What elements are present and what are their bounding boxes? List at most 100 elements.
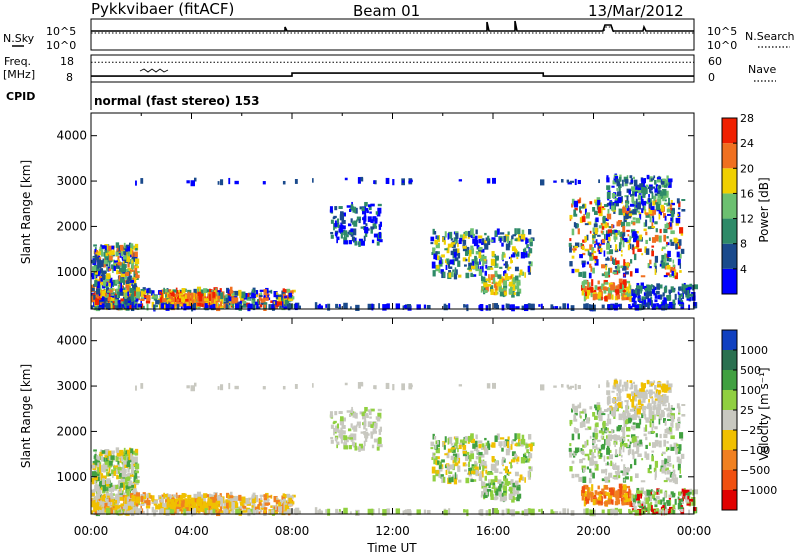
power-cell bbox=[631, 303, 634, 306]
power-cell bbox=[681, 304, 684, 308]
velocity-cell bbox=[95, 503, 100, 511]
power-cell bbox=[370, 226, 373, 234]
velocity-cell bbox=[622, 470, 627, 476]
power-cell bbox=[587, 286, 592, 290]
power-cell bbox=[589, 256, 593, 261]
power-cell bbox=[501, 288, 505, 292]
power-cell bbox=[481, 265, 484, 273]
power-cell bbox=[179, 293, 184, 297]
power-cell bbox=[627, 265, 629, 268]
velocity-cell bbox=[109, 502, 113, 506]
velocity-cell bbox=[525, 458, 527, 461]
velocity-cell bbox=[450, 455, 456, 461]
velocity-cell bbox=[648, 413, 653, 419]
power-cell bbox=[663, 213, 666, 218]
power-cell bbox=[132, 285, 138, 292]
power-cell bbox=[481, 280, 484, 284]
velocity-cell bbox=[501, 456, 505, 461]
power-cell bbox=[658, 283, 661, 290]
power-cell bbox=[155, 300, 160, 305]
velocity-cell bbox=[573, 414, 577, 420]
velocity-cell bbox=[161, 497, 163, 503]
velocity-cell bbox=[135, 479, 140, 484]
power-cell bbox=[334, 220, 337, 224]
velocity-cell bbox=[607, 498, 611, 505]
velocity-cell bbox=[664, 420, 667, 426]
power-cell bbox=[606, 185, 611, 190]
velocity-cell bbox=[206, 494, 209, 498]
power-cell bbox=[624, 287, 628, 295]
power-cell bbox=[111, 253, 114, 258]
power-cell bbox=[624, 179, 629, 184]
velocity-cell bbox=[360, 431, 364, 434]
velocity-cell bbox=[651, 442, 656, 448]
power-cell bbox=[569, 238, 572, 242]
velocity-cell bbox=[637, 394, 643, 399]
velocity-cell bbox=[474, 466, 479, 471]
power-cell bbox=[256, 304, 259, 310]
power-cell bbox=[635, 198, 638, 205]
power-cell bbox=[338, 306, 342, 310]
power-cell bbox=[622, 290, 626, 293]
power-cell bbox=[231, 297, 235, 304]
power-cell bbox=[131, 297, 135, 301]
power-cell bbox=[264, 302, 267, 308]
power-cell bbox=[662, 197, 665, 202]
power-cell bbox=[665, 241, 668, 245]
velocity-cell bbox=[481, 491, 485, 495]
velocity-cell bbox=[110, 500, 115, 503]
power-cell bbox=[485, 264, 488, 269]
power-cell bbox=[613, 203, 616, 210]
power-cell bbox=[350, 228, 354, 235]
velocity-cell bbox=[514, 471, 519, 477]
velocity-cell bbox=[647, 467, 651, 474]
power-cell bbox=[263, 292, 268, 296]
power-cell bbox=[223, 295, 227, 301]
power-cell bbox=[645, 219, 648, 227]
power-cell bbox=[131, 263, 134, 269]
power-cell bbox=[377, 207, 382, 214]
velocity-cell bbox=[671, 420, 674, 428]
power-cell bbox=[240, 296, 244, 300]
power-cell bbox=[679, 227, 684, 234]
power-cell bbox=[154, 304, 157, 311]
velocity-cell bbox=[511, 487, 516, 491]
velocity-cell bbox=[227, 501, 232, 507]
velocity-cell bbox=[632, 452, 635, 460]
power-cell bbox=[661, 254, 666, 262]
velocity-cell bbox=[130, 448, 134, 455]
velocity-cell bbox=[101, 495, 106, 502]
velocity-cell bbox=[494, 435, 498, 442]
velocity-cell bbox=[588, 477, 592, 484]
velocity-cell bbox=[258, 502, 262, 506]
power-cell bbox=[466, 267, 470, 270]
power-cell bbox=[450, 250, 456, 256]
velocity-cell bbox=[195, 506, 199, 511]
power-cell bbox=[435, 242, 440, 249]
velocity-cell bbox=[612, 385, 617, 390]
power-cell bbox=[677, 215, 681, 219]
velocity-cell bbox=[589, 449, 593, 456]
velocity-cell bbox=[446, 452, 450, 459]
power-cell bbox=[679, 263, 682, 269]
power-cell bbox=[459, 234, 463, 238]
power-cell bbox=[181, 296, 185, 302]
power-cell bbox=[528, 261, 533, 267]
velocity-cell bbox=[597, 450, 602, 454]
velocity-cell bbox=[605, 422, 609, 427]
power-cell bbox=[691, 291, 696, 296]
velocity-cell bbox=[94, 496, 98, 504]
power-cell bbox=[378, 224, 382, 230]
power-cell bbox=[498, 280, 502, 287]
power-cell bbox=[264, 297, 269, 301]
power-cell bbox=[448, 272, 452, 278]
velocity-cell bbox=[573, 405, 579, 413]
velocity-cell bbox=[483, 466, 487, 469]
power-cell bbox=[211, 298, 214, 304]
velocity-cell bbox=[125, 487, 128, 494]
power-cell bbox=[242, 300, 247, 304]
power-cell bbox=[593, 223, 598, 228]
power-cell bbox=[623, 273, 626, 277]
colorbar-swatch bbox=[722, 268, 737, 294]
power-cell bbox=[111, 245, 115, 250]
